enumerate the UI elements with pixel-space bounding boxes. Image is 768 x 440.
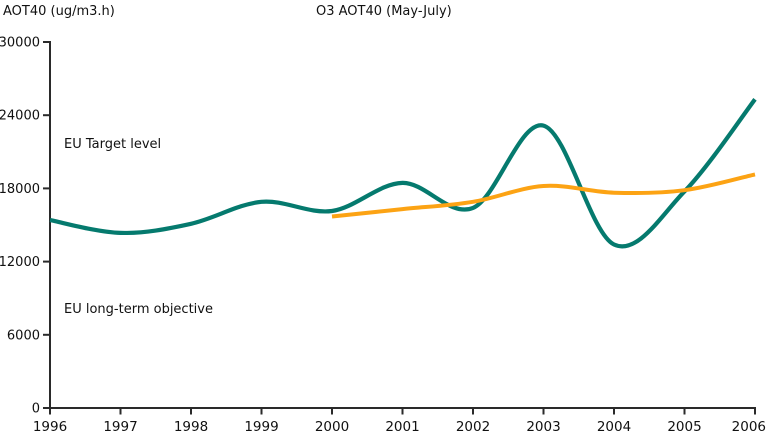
chart-title: O3 AOT40 (May-July) — [316, 4, 452, 19]
orange-line-path — [331, 172, 756, 219]
y-axis-title: AOT40 (ug/m3.h) — [3, 4, 115, 19]
x-tick-label: 1998 — [174, 419, 208, 435]
x-tick-label: 1999 — [244, 419, 278, 435]
y-tick-label: 30000 — [0, 36, 40, 51]
x-tick-label: 2005 — [667, 419, 701, 435]
y-tick-label: 0 — [32, 402, 40, 417]
y-tick-label: 12000 — [0, 255, 40, 270]
x-tick-label: 1997 — [103, 419, 137, 435]
y-tick-label: 24000 — [0, 109, 40, 124]
x-tick-label: 2003 — [526, 419, 560, 435]
x-tick-label: 2001 — [385, 419, 419, 435]
annotation-eu-long-term-objective: EU long-term objective — [64, 302, 213, 317]
x-tick-label: 2002 — [456, 419, 490, 435]
x-tick-label: 2004 — [597, 419, 631, 435]
x-tick-label: 2000 — [315, 419, 349, 435]
y-tick-label: 6000 — [7, 328, 40, 343]
x-tick-label: 2006 — [732, 419, 766, 435]
annotation-eu-target-level: EU Target level — [64, 137, 162, 152]
x-tick-label: 1996 — [33, 419, 67, 435]
y-tick-label: 18000 — [0, 182, 40, 197]
teal-line-path — [49, 98, 757, 249]
